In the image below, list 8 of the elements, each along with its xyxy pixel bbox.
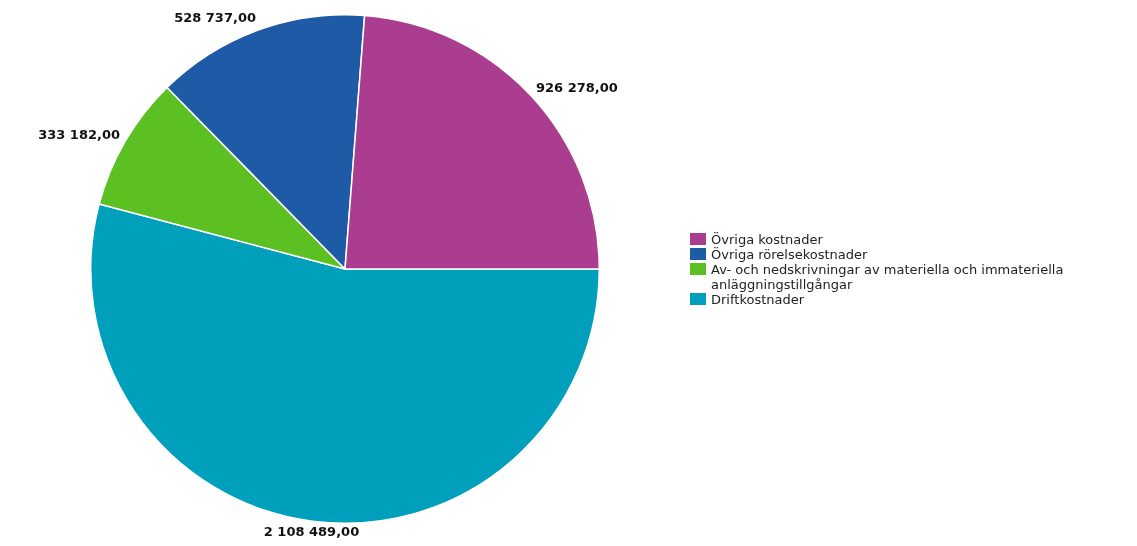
legend-label: Av- och nedskrivningar av materiella och immateriella anläggningstillgångar <box>711 262 1065 292</box>
legend-label: Driftkostnader <box>711 292 805 307</box>
data-label: 528 737,00 <box>174 10 256 26</box>
legend-label: Övriga kostnader <box>711 232 823 247</box>
data-label: 926 278,00 <box>535 79 618 95</box>
data-label: 2 108 489,00 <box>263 524 360 540</box>
legend-label: Övriga rörelsekostnader <box>711 247 868 262</box>
data-label: 333 182,00 <box>38 126 121 142</box>
